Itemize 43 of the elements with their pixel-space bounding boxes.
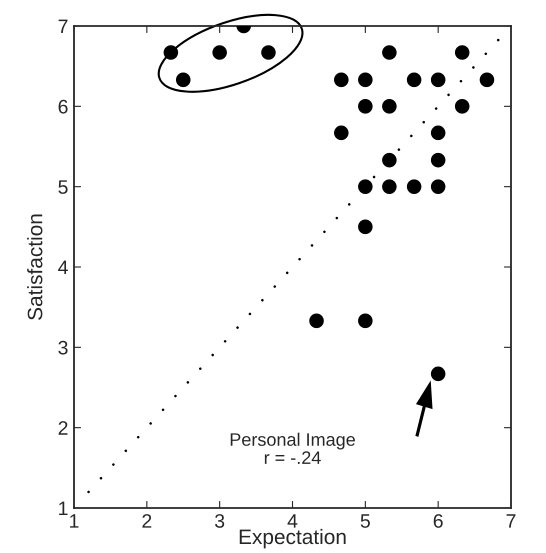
point <box>430 179 446 194</box>
point <box>430 126 446 140</box>
point <box>454 45 470 60</box>
y-tick-label: 1 <box>59 502 68 516</box>
point <box>480 72 494 88</box>
y-tick-label: 7 <box>58 20 68 34</box>
point <box>261 45 276 60</box>
point <box>406 179 422 194</box>
point <box>382 99 397 114</box>
x-tick-label: 3 <box>215 514 224 528</box>
point <box>334 126 349 140</box>
x-axis-title: Expectation <box>240 528 346 548</box>
point <box>430 72 446 88</box>
y-tick-label: 4 <box>58 260 68 274</box>
point <box>358 72 373 88</box>
point <box>358 314 373 328</box>
point <box>430 152 446 168</box>
x-tick-label: 2 <box>142 514 152 528</box>
point <box>454 99 470 114</box>
y-tick-label: 6 <box>58 100 68 114</box>
x-tick-label: 4 <box>288 514 298 528</box>
x-tick-label: 6 <box>434 514 443 528</box>
point <box>212 45 227 60</box>
point <box>382 179 397 194</box>
point <box>176 72 191 88</box>
y-tick-label: 3 <box>58 340 68 355</box>
point <box>358 220 373 234</box>
point <box>358 99 373 114</box>
y-axis-title: Satisfaction <box>27 214 42 320</box>
point <box>164 45 178 60</box>
point <box>382 152 397 168</box>
point <box>358 179 373 194</box>
point <box>382 45 397 60</box>
point <box>309 314 324 328</box>
y-tick-label: 2 <box>58 421 68 435</box>
x-tick-label: 5 <box>360 514 370 528</box>
point <box>406 72 422 88</box>
x-tick-label: 1 <box>70 514 78 528</box>
point <box>430 366 446 382</box>
point <box>334 72 349 88</box>
x-tick-label: 7 <box>506 514 516 528</box>
y-tick-label: 5 <box>58 180 68 194</box>
annotation: Personal Image r = -.24 <box>230 432 355 464</box>
